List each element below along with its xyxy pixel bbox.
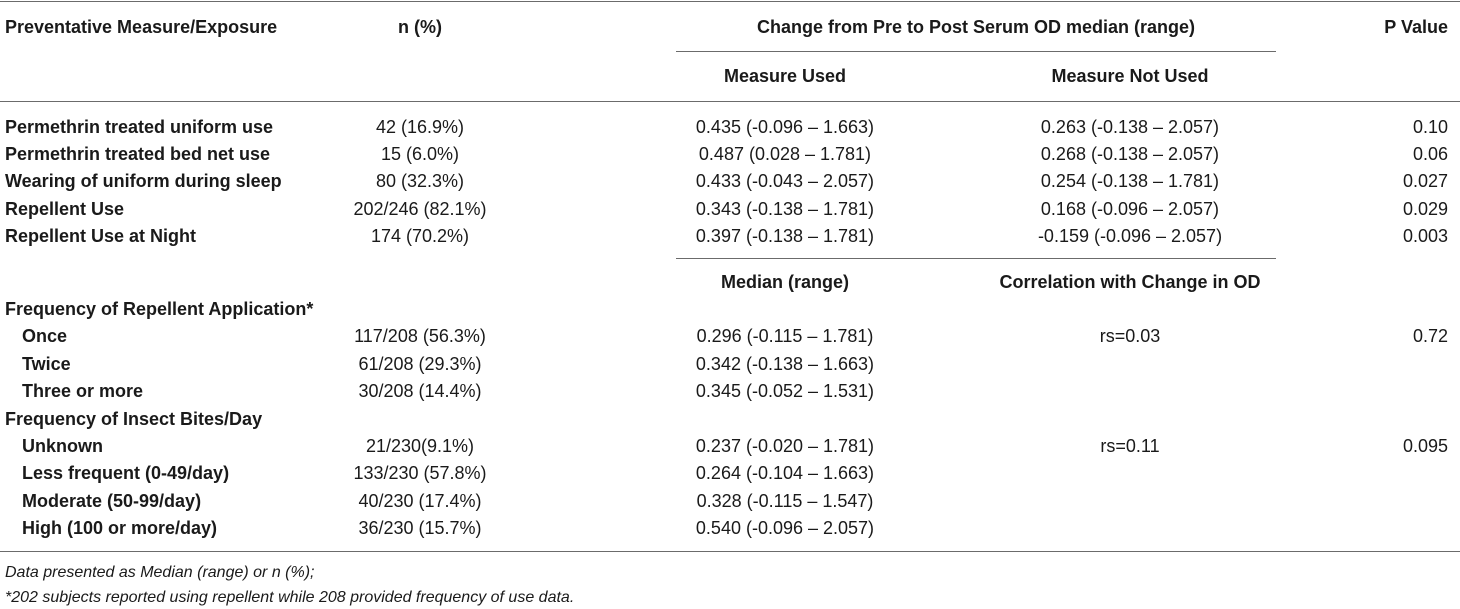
row-p: 0.72 — [1412, 326, 1448, 346]
row-n: 21/230(9.1%) — [365, 436, 475, 456]
row-p: 0.027 — [1402, 171, 1448, 191]
row-used: 0.397 (-0.138 – 1.781) — [695, 226, 875, 246]
row-label: Unknown — [22, 436, 103, 456]
row-median: 0.345 (-0.052 – 1.531) — [695, 381, 875, 401]
header-n: n (%) — [398, 17, 442, 37]
row-n: 30/208 (14.4%) — [358, 381, 482, 401]
row-median: 0.328 (-0.115 – 1.547) — [696, 491, 874, 511]
subheader-correlation: Correlation with Change in OD — [999, 272, 1261, 292]
row-n: 80 (32.3%) — [375, 171, 465, 191]
row-n: 174 (70.2%) — [370, 226, 470, 246]
row-label: Repellent Use — [5, 199, 125, 219]
row-correlation: rs=0.03 — [1099, 326, 1161, 346]
row-used: 0.343 (-0.138 – 1.781) — [695, 199, 875, 219]
row-median: 0.296 (-0.115 – 1.781) — [696, 326, 874, 346]
row-n: 15 (6.0%) — [380, 144, 460, 164]
row-not-used: 0.263 (-0.138 – 2.057) — [1040, 117, 1220, 137]
subheader2-rule — [676, 258, 1276, 259]
group-title-bites: Frequency of Insect Bites/Day — [5, 409, 263, 429]
row-n: 61/208 (29.3%) — [358, 354, 482, 374]
row-used: 0.435 (-0.096 – 1.663) — [695, 117, 875, 137]
row-used: 0.487 (0.028 – 1.781) — [698, 144, 872, 164]
row-label: Twice — [22, 354, 71, 374]
bottom-rule — [0, 551, 1460, 552]
footnote-1: Data presented as Median (range) or n (%… — [5, 564, 315, 581]
row-median: 0.342 (-0.138 – 1.663) — [695, 354, 875, 374]
group-title-repellent: Frequency of Repellent Application* — [5, 299, 314, 319]
row-label: Repellent Use at Night — [5, 226, 197, 246]
row-p: 0.10 — [1412, 117, 1448, 137]
header-bottom-rule — [0, 101, 1460, 102]
header-measure-used: Measure Used — [723, 66, 847, 86]
row-not-used: 0.254 (-0.138 – 1.781) — [1040, 171, 1220, 191]
header-measure-not-used: Measure Not Used — [1051, 66, 1209, 86]
row-n: 40/230 (17.4%) — [358, 491, 482, 511]
row-median: 0.264 (-0.104 – 1.663) — [695, 463, 875, 483]
header-p-value: P Value — [1384, 17, 1448, 37]
row-p: 0.029 — [1402, 199, 1448, 219]
row-n: 42 (16.9%) — [375, 117, 465, 137]
row-label: Permethrin treated uniform use — [5, 117, 274, 137]
row-not-used: 0.168 (-0.096 – 2.057) — [1040, 199, 1220, 219]
header-change-span: Change from Pre to Post Serum OD median … — [756, 17, 1196, 37]
row-used: 0.433 (-0.043 – 2.057) — [695, 171, 875, 191]
row-median: 0.540 (-0.096 – 2.057) — [695, 518, 875, 538]
row-n: 117/208 (56.3%) — [354, 326, 486, 346]
row-label: High (100 or more/day) — [22, 518, 218, 538]
footnote-2: *202 subjects reported using repellent w… — [5, 589, 575, 606]
row-n: 202/246 (82.1%) — [353, 199, 487, 219]
row-n: 133/230 (57.8%) — [353, 463, 487, 483]
row-not-used: 0.268 (-0.138 – 2.057) — [1040, 144, 1220, 164]
row-label: Permethrin treated bed net use — [5, 144, 271, 164]
row-n: 36/230 (15.7%) — [358, 518, 482, 538]
row-label: Three or more — [22, 381, 144, 401]
header-measure: Preventative Measure/Exposure — [5, 17, 278, 37]
row-label: Less frequent (0-49/day) — [22, 463, 230, 483]
row-label: Once — [22, 326, 68, 346]
row-p: 0.095 — [1402, 436, 1448, 456]
row-median: 0.237 (-0.020 – 1.781) — [695, 436, 875, 456]
row-not-used: -0.159 (-0.096 – 2.057) — [1037, 226, 1223, 246]
top-rule — [0, 1, 1460, 2]
span-rule — [676, 51, 1276, 52]
row-label: Moderate (50-99/day) — [22, 491, 202, 511]
row-p: 0.06 — [1412, 144, 1448, 164]
subheader-median: Median (range) — [720, 272, 849, 292]
row-correlation: rs=0.11 — [1100, 436, 1160, 456]
row-p: 0.003 — [1402, 226, 1448, 246]
row-label: Wearing of uniform during sleep — [5, 171, 282, 191]
